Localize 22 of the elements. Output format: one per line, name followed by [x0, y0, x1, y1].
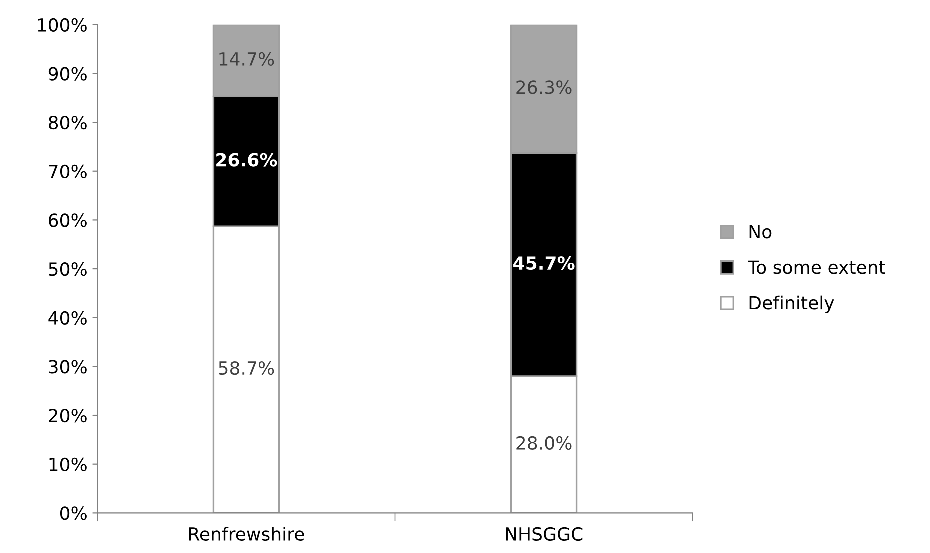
y-tick-label: 70%	[49, 164, 87, 178]
y-tick-label: 50%	[49, 262, 87, 276]
x-tick-label: Renfrewshire	[189, 527, 304, 542]
legend-label: To some extent	[748, 260, 886, 274]
y-tick-label: 100%	[38, 18, 87, 32]
y-tick-label: 90%	[48, 67, 87, 81]
data-label: 26.6%	[216, 153, 278, 167]
data-label: 58.7%	[219, 361, 274, 376]
y-tick-label: 60%	[49, 214, 87, 228]
y-tick-label: 0%	[60, 506, 87, 520]
y-tick-label: 30%	[49, 360, 87, 374]
data-label: 45.7%	[514, 256, 575, 270]
y-tick-label: 20%	[49, 408, 87, 423]
data-label: 28.0%	[516, 436, 572, 450]
data-label: 26.3%	[516, 80, 572, 94]
y-tick-label: 10%	[50, 458, 87, 472]
legend-label: Definitely	[750, 296, 834, 314]
legend-label: No	[750, 225, 772, 239]
data-label: 14.7%	[220, 52, 274, 66]
y-tick-label: 40%	[48, 311, 87, 325]
x-tick-label: NHSGGC	[506, 527, 583, 542]
y-tick-label: 80%	[49, 116, 87, 130]
